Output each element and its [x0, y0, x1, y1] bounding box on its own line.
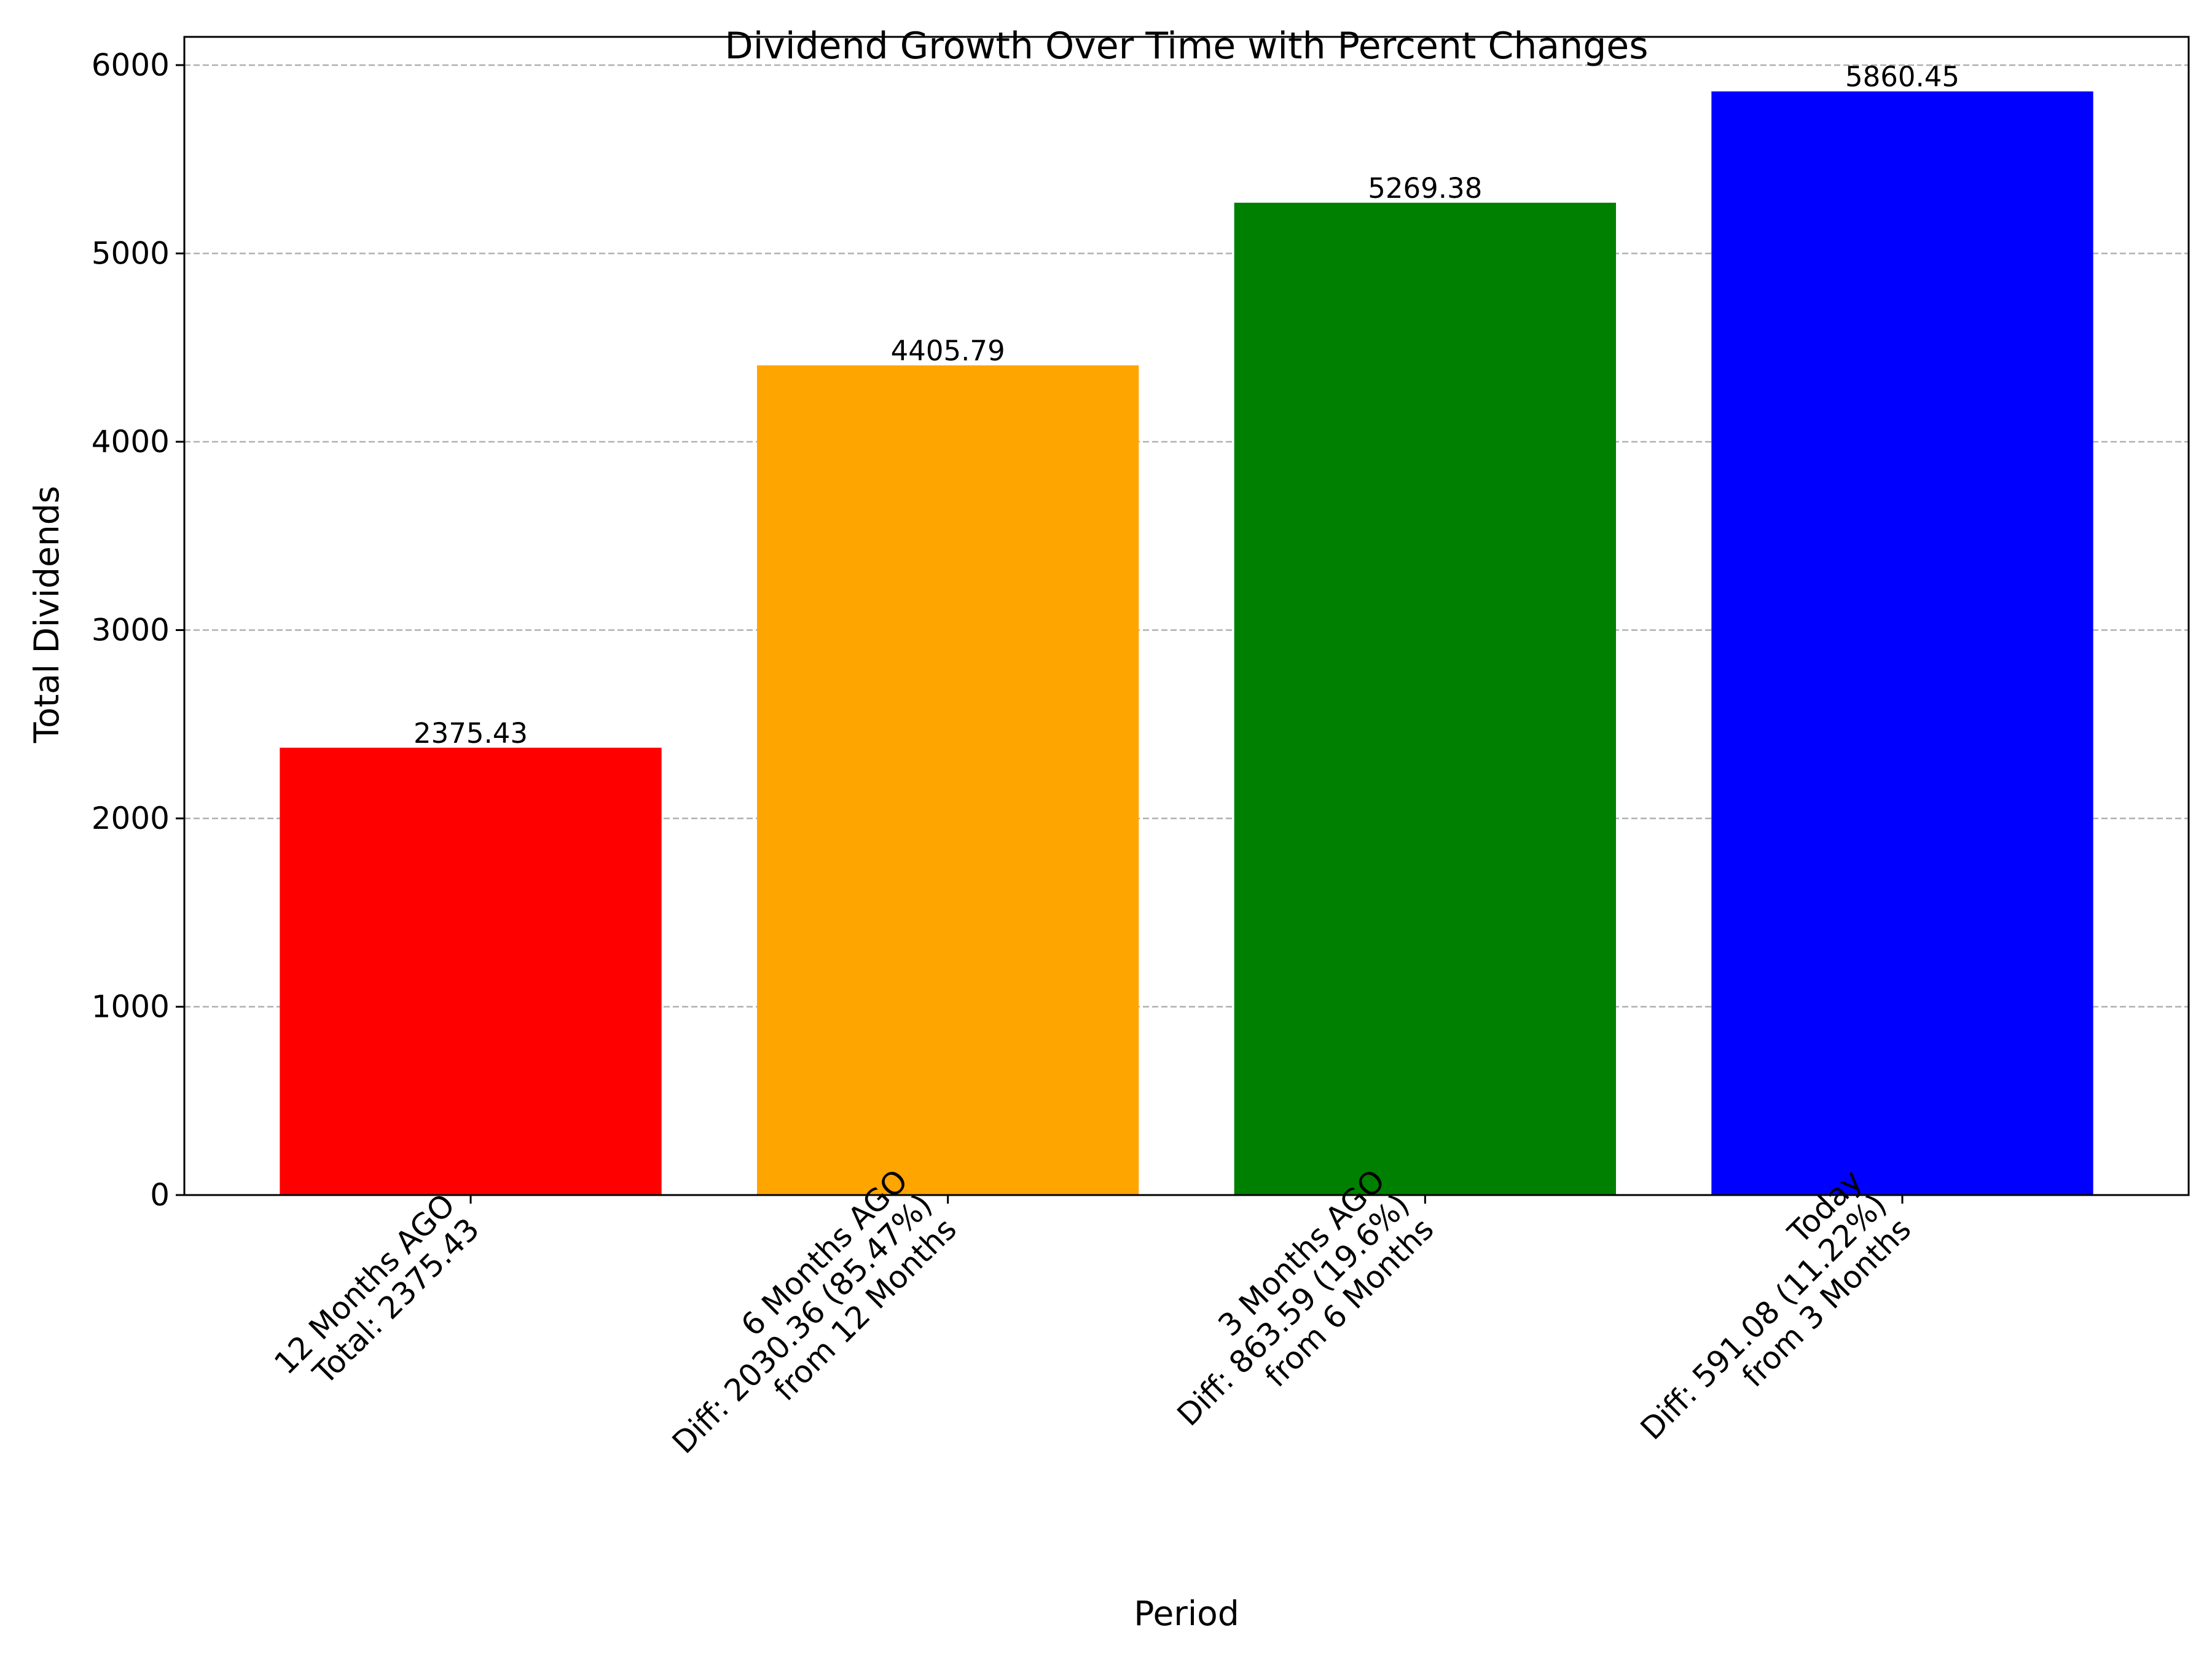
bar — [280, 747, 662, 1195]
y-tick-label: 0 — [150, 1177, 170, 1213]
bar — [1234, 202, 1616, 1196]
bar — [1711, 91, 2093, 1195]
x-axis-label: Period — [1134, 1594, 1239, 1633]
bars — [280, 91, 2093, 1196]
bar-value-label: 2375.43 — [414, 717, 528, 750]
y-tick-label: 3000 — [92, 612, 170, 648]
y-tick-label: 1000 — [92, 989, 170, 1024]
y-tick-label: 2000 — [92, 801, 170, 836]
y-axis-label: Total Dividends — [27, 486, 66, 744]
y-tick-label: 5000 — [92, 235, 170, 271]
bar — [757, 365, 1139, 1196]
data-labels: 2375.43 4405.79 5269.38 5860.45 — [414, 61, 1959, 750]
bar-value-label: 4405.79 — [891, 335, 1005, 367]
chart-title: Dividend Growth Over Time with Percent C… — [725, 25, 1649, 68]
plot-frame — [183, 36, 2190, 1196]
y-axis-ticks: 0 1000 2000 3000 4000 5000 6000 — [92, 47, 184, 1213]
y-tick-label: 4000 — [92, 424, 170, 460]
bar-value-label: 5860.45 — [1845, 61, 1959, 93]
y-tick-label: 6000 — [92, 47, 170, 83]
bar-value-label: 5269.38 — [1368, 172, 1482, 205]
